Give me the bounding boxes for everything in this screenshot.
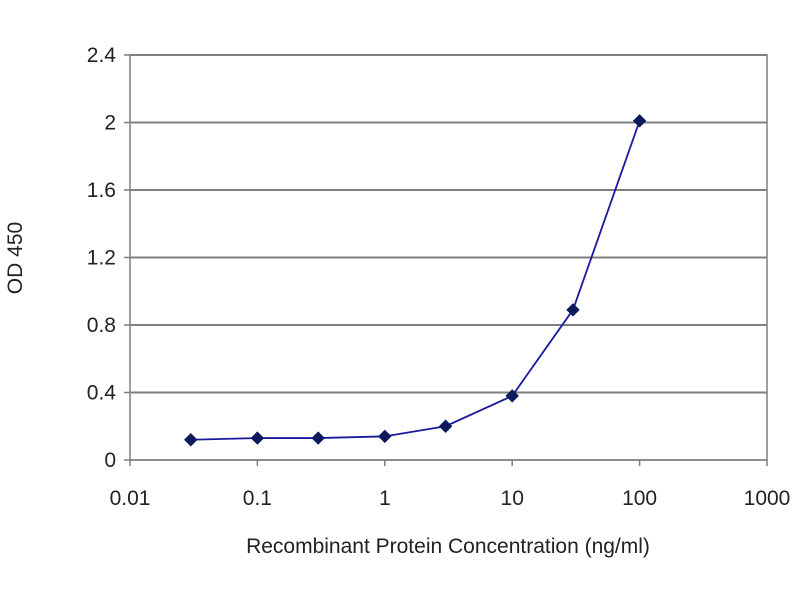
x-tick-label: 0.1	[243, 487, 272, 510]
x-tick-label: 100	[622, 487, 657, 510]
y-tick-label: 0.8	[87, 314, 116, 337]
gridlines	[130, 54, 767, 394]
y-tick-label: 0.4	[87, 382, 117, 405]
x-tick-label: 0.01	[110, 487, 151, 510]
data-point-marker	[250, 431, 265, 445]
y-tick-label: 1.6	[87, 179, 116, 202]
y-tick-label: 2.4	[87, 44, 117, 67]
x-tick-label: 1000	[744, 487, 791, 510]
x-tick-label: 10	[501, 487, 524, 510]
data-point-marker	[438, 419, 453, 433]
x-axis-title: Recombinant Protein Concentration (ng/ml…	[246, 535, 650, 558]
y-axis-tick-labels: 0 0.4 0.8 1.2 1.6 2 2.4	[87, 44, 117, 472]
y-tick-label: 2	[104, 112, 116, 135]
data-point-marker	[184, 433, 198, 447]
data-point-marker	[566, 303, 580, 317]
data-series	[184, 114, 647, 447]
y-tick-label: 0	[104, 449, 116, 472]
data-point-marker	[378, 429, 392, 444]
data-point-marker	[505, 389, 519, 403]
series-line	[190, 120, 641, 441]
data-point-marker	[632, 114, 647, 128]
data-point-marker	[311, 431, 325, 445]
axes	[124, 54, 768, 466]
x-tick-label: 1	[379, 487, 391, 510]
y-axis-title: OD 450	[4, 222, 27, 294]
y-tick-label: 1.2	[87, 247, 116, 270]
x-axis-tick-labels: 0.01 0.1 1 10 100 1000	[110, 487, 791, 510]
